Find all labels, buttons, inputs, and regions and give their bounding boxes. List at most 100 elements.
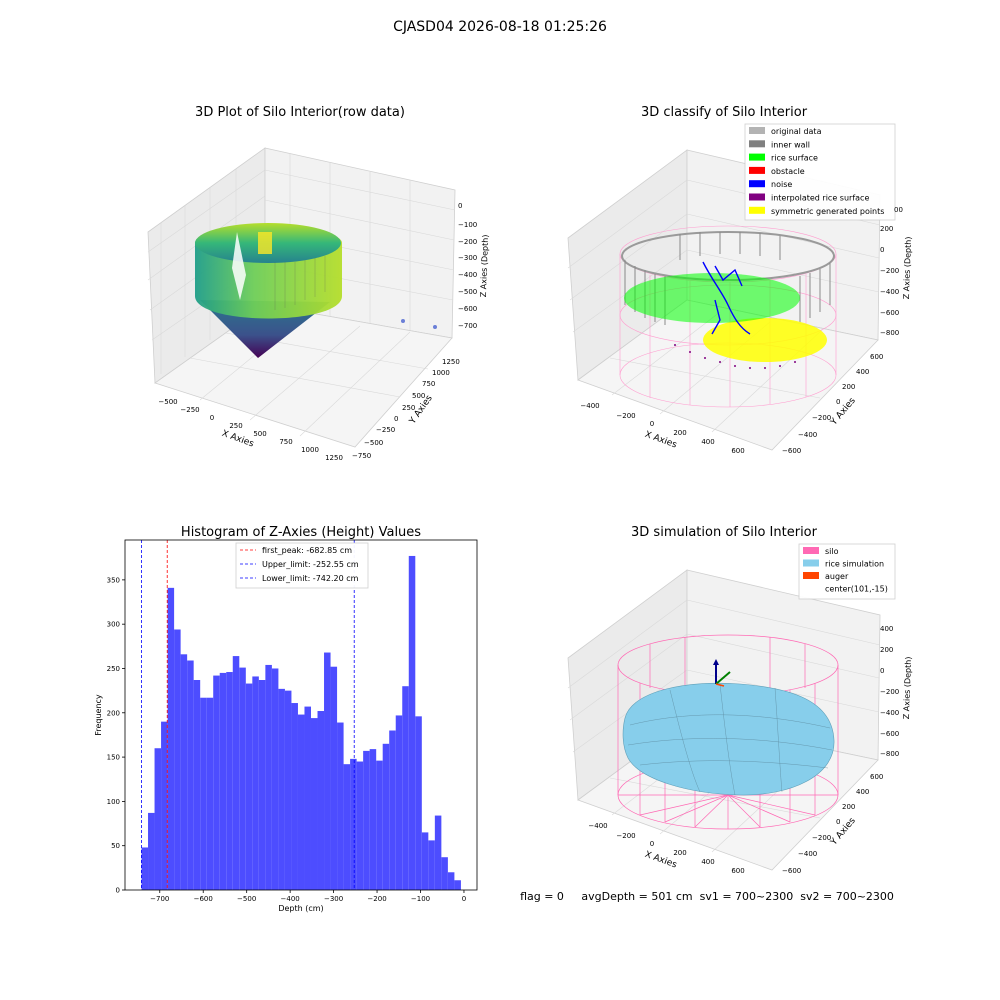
panel1-z-tick: −400 [458,271,477,279]
histogram-y-tick-label: 200 [107,709,120,717]
panel1-y-tick: 500 [412,392,425,400]
panel1-y-tick: 1250 [442,358,460,366]
histogram-y-label: Frequency [94,694,103,736]
histogram-bar [180,654,188,890]
histogram-y-tick-label: 150 [107,754,120,762]
histogram-bar [337,722,344,890]
histogram-bar [200,697,207,890]
panel4-x-tick: 0 [650,840,654,848]
panel2-legend-swatch [749,193,765,201]
panel1-x-tick: 1250 [325,454,343,462]
panel2-legend-label: obstacle [771,167,805,176]
histogram-y-tick-label: 300 [107,621,120,629]
panel2-legend-swatch [749,127,765,134]
histogram-bar [219,672,227,890]
histogram-bar [402,686,409,890]
panel1-x-tick: 250 [229,422,242,430]
panel2-z-tick: 200 [880,225,893,233]
panel4-y-tick: −600 [782,867,801,875]
panel2-legend: original data inner wall rice surface obsta… [744,123,896,221]
panel1-x-tick: 500 [253,430,266,438]
panel4-z-tick: 0 [880,667,884,675]
panel4-z-tick: −800 [880,750,899,758]
panel4-legend-label: center(101,-15) [825,585,888,594]
panel4-legend-label: silo [825,547,839,556]
histogram-bar [310,718,318,890]
panel2-legend-label: original data [771,127,822,136]
histogram-bar [389,730,396,890]
panel2-z-tick: 0 [880,246,884,254]
panel-histogram: Histogram of Z-Axies (Height) Values −70… [94,525,478,913]
histogram-y-tick-label: 0 [116,887,120,895]
panel2-x-tick: 400 [701,438,714,446]
histogram-bar [284,690,292,890]
panel4-y-tick: −400 [798,850,817,858]
panel4-z-tick: −200 [880,688,899,696]
histogram-legend: first_peak: -682.85 cm Upper_limit: -252.… [235,542,369,589]
panel2-legend-swatch [749,140,765,148]
histogram-x-tick-label: −300 [324,895,343,903]
histogram-bar [291,703,298,890]
histogram-bar [382,743,390,890]
panel-raw-3d: 3D Plot of Silo Interior(row data) [147,105,490,462]
panel4-y-tick: 200 [842,803,855,811]
panel1-z-tick: 0 [458,202,462,210]
panel1-obstacle-points [258,232,272,254]
panel2-legend-box [744,123,896,221]
panel2-y-tick: 400 [856,368,869,376]
panel4-auger-arrow-x [715,683,725,687]
panel2-z-tick: −400 [880,288,899,296]
panel1-z-tick: −700 [458,322,477,330]
panel2-y-label: Y Axies [829,396,858,428]
panel4-title: 3D simulation of Silo Interior [631,525,818,540]
panel1-wall-stripes [274,256,326,310]
panel2-z-label: Z Axies (Depth) [902,236,913,299]
histogram-plot-frame [124,539,478,891]
panel1-z-tick: −100 [458,221,477,229]
histogram-legend-box [235,542,369,589]
panel4-legend-swatch [803,559,819,567]
panel1-x-tick: −250 [180,406,199,414]
histogram-x-tick-label: −600 [194,895,213,903]
panel2-x-tick: 600 [731,447,744,455]
panel1-x-tick: −500 [158,398,177,406]
panel2-z-tick: −600 [880,309,899,317]
panel1-z-tick: −300 [458,254,477,262]
panel2-y-tick: −200 [812,414,831,422]
histogram-bar [297,714,305,890]
histogram-x-tick-label: −400 [281,895,300,903]
histogram-legend-label: Lower_limit: -742.20 cm [262,574,359,583]
panel4-x-tick: 600 [731,867,744,875]
panel2-interpolated-points [674,344,796,369]
panel-classify-3d: 3D classify of Silo Interior [567,105,913,455]
panel2-x-tick: −400 [580,402,599,410]
histogram-x-tick-label: −200 [367,895,386,903]
histogram-bar [226,672,233,890]
histogram-legend-label: Upper_limit: -252.55 cm [262,560,359,569]
panel1-x-label: X Axies [220,429,255,450]
histogram-bar [245,683,253,890]
panel2-legend-label: rice surface [771,154,818,163]
histogram-bar [232,656,240,890]
panel1-x-tick: 0 [210,414,214,422]
histogram-bar [141,847,149,890]
panel1-pane-floor [154,304,453,448]
panel4-x-tick: 200 [673,849,686,857]
panel1-gap-region [232,232,246,300]
status-line: flag = 0 avgDepth = 501 cm sv1 = 700~230… [520,890,894,903]
histogram-bar [330,666,338,890]
panel1-z-label: Z Axies (Depth) [479,234,490,297]
figure-title: CJASD04 2026-08-18 01:25:26 [393,19,607,35]
panel2-noise-points [702,261,751,335]
histogram-reference-lines [141,540,355,890]
histogram-bar [193,680,201,890]
panel4-x-tick: −200 [616,832,635,840]
panel2-x-tick: 0 [650,420,654,428]
panel4-z-tick: −400 [880,709,899,717]
panel4-y-tick: 0 [836,818,840,826]
panel2-title: 3D classify of Silo Interior [641,105,808,120]
histogram-bar [278,688,285,890]
panel4-auger-arrow-y [715,671,731,685]
histogram-bar [428,840,435,890]
